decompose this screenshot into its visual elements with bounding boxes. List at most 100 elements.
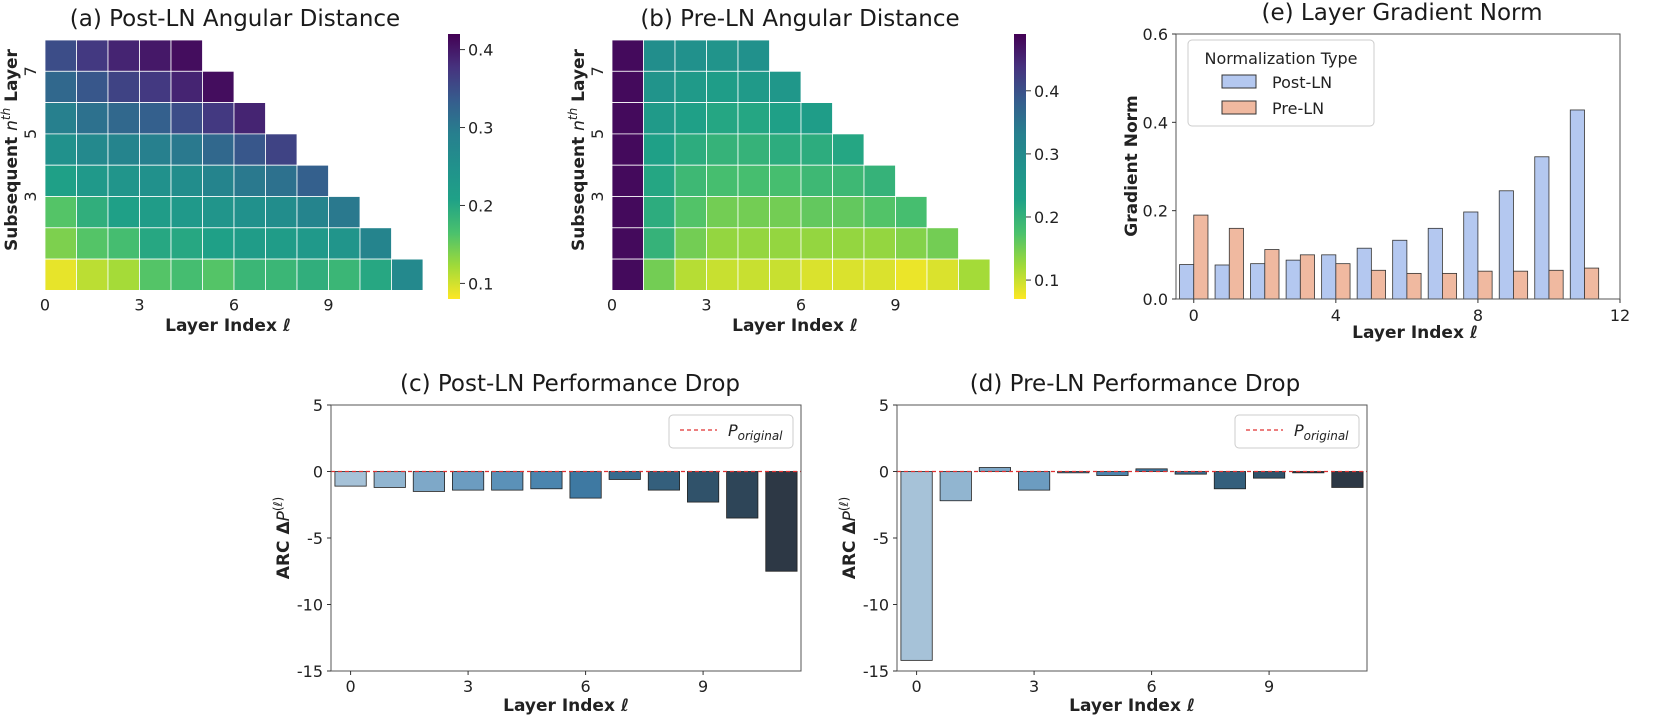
bar: [334, 471, 367, 487]
panel-a-colorbar-ticks: 0.1 0.2 0.3 0.4: [460, 41, 493, 293]
heatmap-cell: [643, 102, 676, 135]
panel-b-colorbar: [1014, 34, 1026, 299]
bar-post-ln: [1534, 156, 1550, 300]
heatmap-cell: [44, 258, 77, 291]
y-tick-label: 7: [588, 66, 607, 76]
panel-c-y-label: ARC ΔP(ℓ): [271, 497, 294, 579]
colorbar-tick-label: 0.1: [1034, 271, 1059, 290]
panel-c-x-label: Layer Index ℓ: [503, 696, 629, 716]
bar: [569, 471, 602, 499]
x-tick-label: 9: [1264, 677, 1274, 696]
heatmap-cell: [296, 164, 329, 197]
bar-post-ln: [1179, 264, 1195, 300]
heatmap-cell: [643, 258, 676, 291]
bar: [608, 471, 641, 480]
bar-post-ln: [1392, 239, 1408, 300]
panel-b-x-ticks: 0 3 6 9: [607, 295, 901, 314]
heatmap-cell: [611, 39, 644, 72]
heatmap-cell: [170, 102, 203, 135]
panel-c-legend-label: Poriginal: [728, 421, 783, 443]
heatmap-cell: [107, 258, 140, 291]
heatmap-cell: [895, 227, 928, 260]
colorbar-tick-label: 0.2: [468, 196, 493, 215]
bar-pre-ln: [1193, 214, 1209, 300]
heatmap-cell: [611, 133, 644, 166]
heatmap-cell: [737, 258, 770, 291]
panel-d-y-label: ARC ΔP(ℓ): [837, 497, 860, 579]
heatmap-cell: [643, 196, 676, 229]
heatmap-cell: [926, 227, 959, 260]
heatmap-cell: [863, 164, 896, 197]
heatmap-cell: [643, 70, 676, 104]
heatmap-cell: [706, 133, 739, 166]
heatmap-cell: [202, 227, 235, 260]
bar: [491, 471, 524, 491]
heatmap-cell: [800, 164, 833, 197]
heatmap-cell: [170, 258, 203, 291]
colorbar-tick-label: 0.3: [1034, 145, 1059, 164]
heatmap-cell: [170, 196, 203, 229]
bar-post-ln: [1356, 247, 1372, 300]
panel-b-cells: [611, 39, 991, 291]
panel-b-y-ticks: 3 5 7: [588, 66, 607, 201]
heatmap-cell: [76, 258, 109, 291]
panel-b-y-label: Subsequent nth Layer: [566, 48, 589, 251]
panel-a-cells: [44, 39, 424, 291]
heatmap-cell: [265, 258, 298, 291]
heatmap-cell: [170, 227, 203, 260]
bar-pre-ln: [1370, 269, 1386, 300]
panel-a-title: (a) Post-LN Angular Distance: [70, 6, 400, 32]
bar-post-ln: [1498, 190, 1514, 300]
bar-post-ln: [1569, 109, 1585, 300]
bar: [1331, 471, 1364, 488]
x-tick-label: 0: [345, 677, 355, 696]
heatmap-cell: [737, 164, 770, 197]
heatmap-cell: [202, 164, 235, 197]
y-tick-label: 0.0: [1143, 290, 1168, 309]
heatmap-cell: [769, 196, 802, 229]
panel-d-legend-label: Poriginal: [1294, 421, 1349, 443]
heatmap-cell: [926, 258, 959, 291]
bar: [765, 471, 798, 572]
heatmap-cell: [359, 227, 392, 260]
heatmap-cell: [863, 196, 896, 229]
heatmap-cell: [769, 227, 802, 260]
panel-d-bar-chart: (d) Pre-LN Performance Drop 0 3 6 9 5 0 -5 -10…: [837, 371, 1368, 716]
panel-d-x-label: Layer Index ℓ: [1069, 696, 1195, 716]
heatmap-cell: [202, 133, 235, 166]
bar: [1174, 471, 1207, 475]
heatmap-cell: [674, 164, 707, 197]
y-tick-label: 0.6: [1143, 25, 1168, 44]
bar-pre-ln: [1264, 249, 1280, 300]
panel-a-heatmap: (a) Post-LN Angular Distance 0 3 6 9 3 5 7 La…: [0, 6, 493, 336]
heatmap-cell: [233, 133, 266, 166]
heatmap-cell: [359, 258, 392, 291]
heatmap-cell: [233, 258, 266, 291]
heatmap-cell: [76, 164, 109, 197]
y-tick-label: 5: [588, 129, 607, 139]
heatmap-cell: [44, 227, 77, 260]
heatmap-cell: [107, 196, 140, 229]
heatmap-cell: [328, 227, 361, 260]
bar-pre-ln: [1228, 227, 1244, 300]
heatmap-cell: [265, 164, 298, 197]
panel-a-x-ticks: 0 3 6 9: [40, 295, 334, 314]
heatmap-cell: [832, 258, 865, 291]
panel-d-title: (d) Pre-LN Performance Drop: [970, 371, 1300, 397]
x-tick-label: 9: [890, 295, 900, 314]
bar-post-ln: [1214, 264, 1230, 300]
heatmap-cell: [328, 258, 361, 291]
heatmap-cell: [107, 133, 140, 166]
x-tick-label: 4: [1331, 306, 1341, 325]
heatmap-cell: [706, 39, 739, 72]
heatmap-cell: [44, 70, 77, 104]
heatmap-cell: [643, 39, 676, 72]
heatmap-cell: [800, 196, 833, 229]
y-tick-label: 5: [21, 129, 40, 139]
bar-pre-ln: [1477, 270, 1493, 300]
x-tick-label: 3: [463, 677, 473, 696]
bar: [978, 467, 1011, 472]
panel-b-colorbar-ticks: 0.1 0.2 0.3 0.4: [1026, 82, 1059, 290]
panel-e-x-label: Layer Index ℓ: [1352, 323, 1478, 343]
heatmap-cell: [391, 258, 424, 291]
